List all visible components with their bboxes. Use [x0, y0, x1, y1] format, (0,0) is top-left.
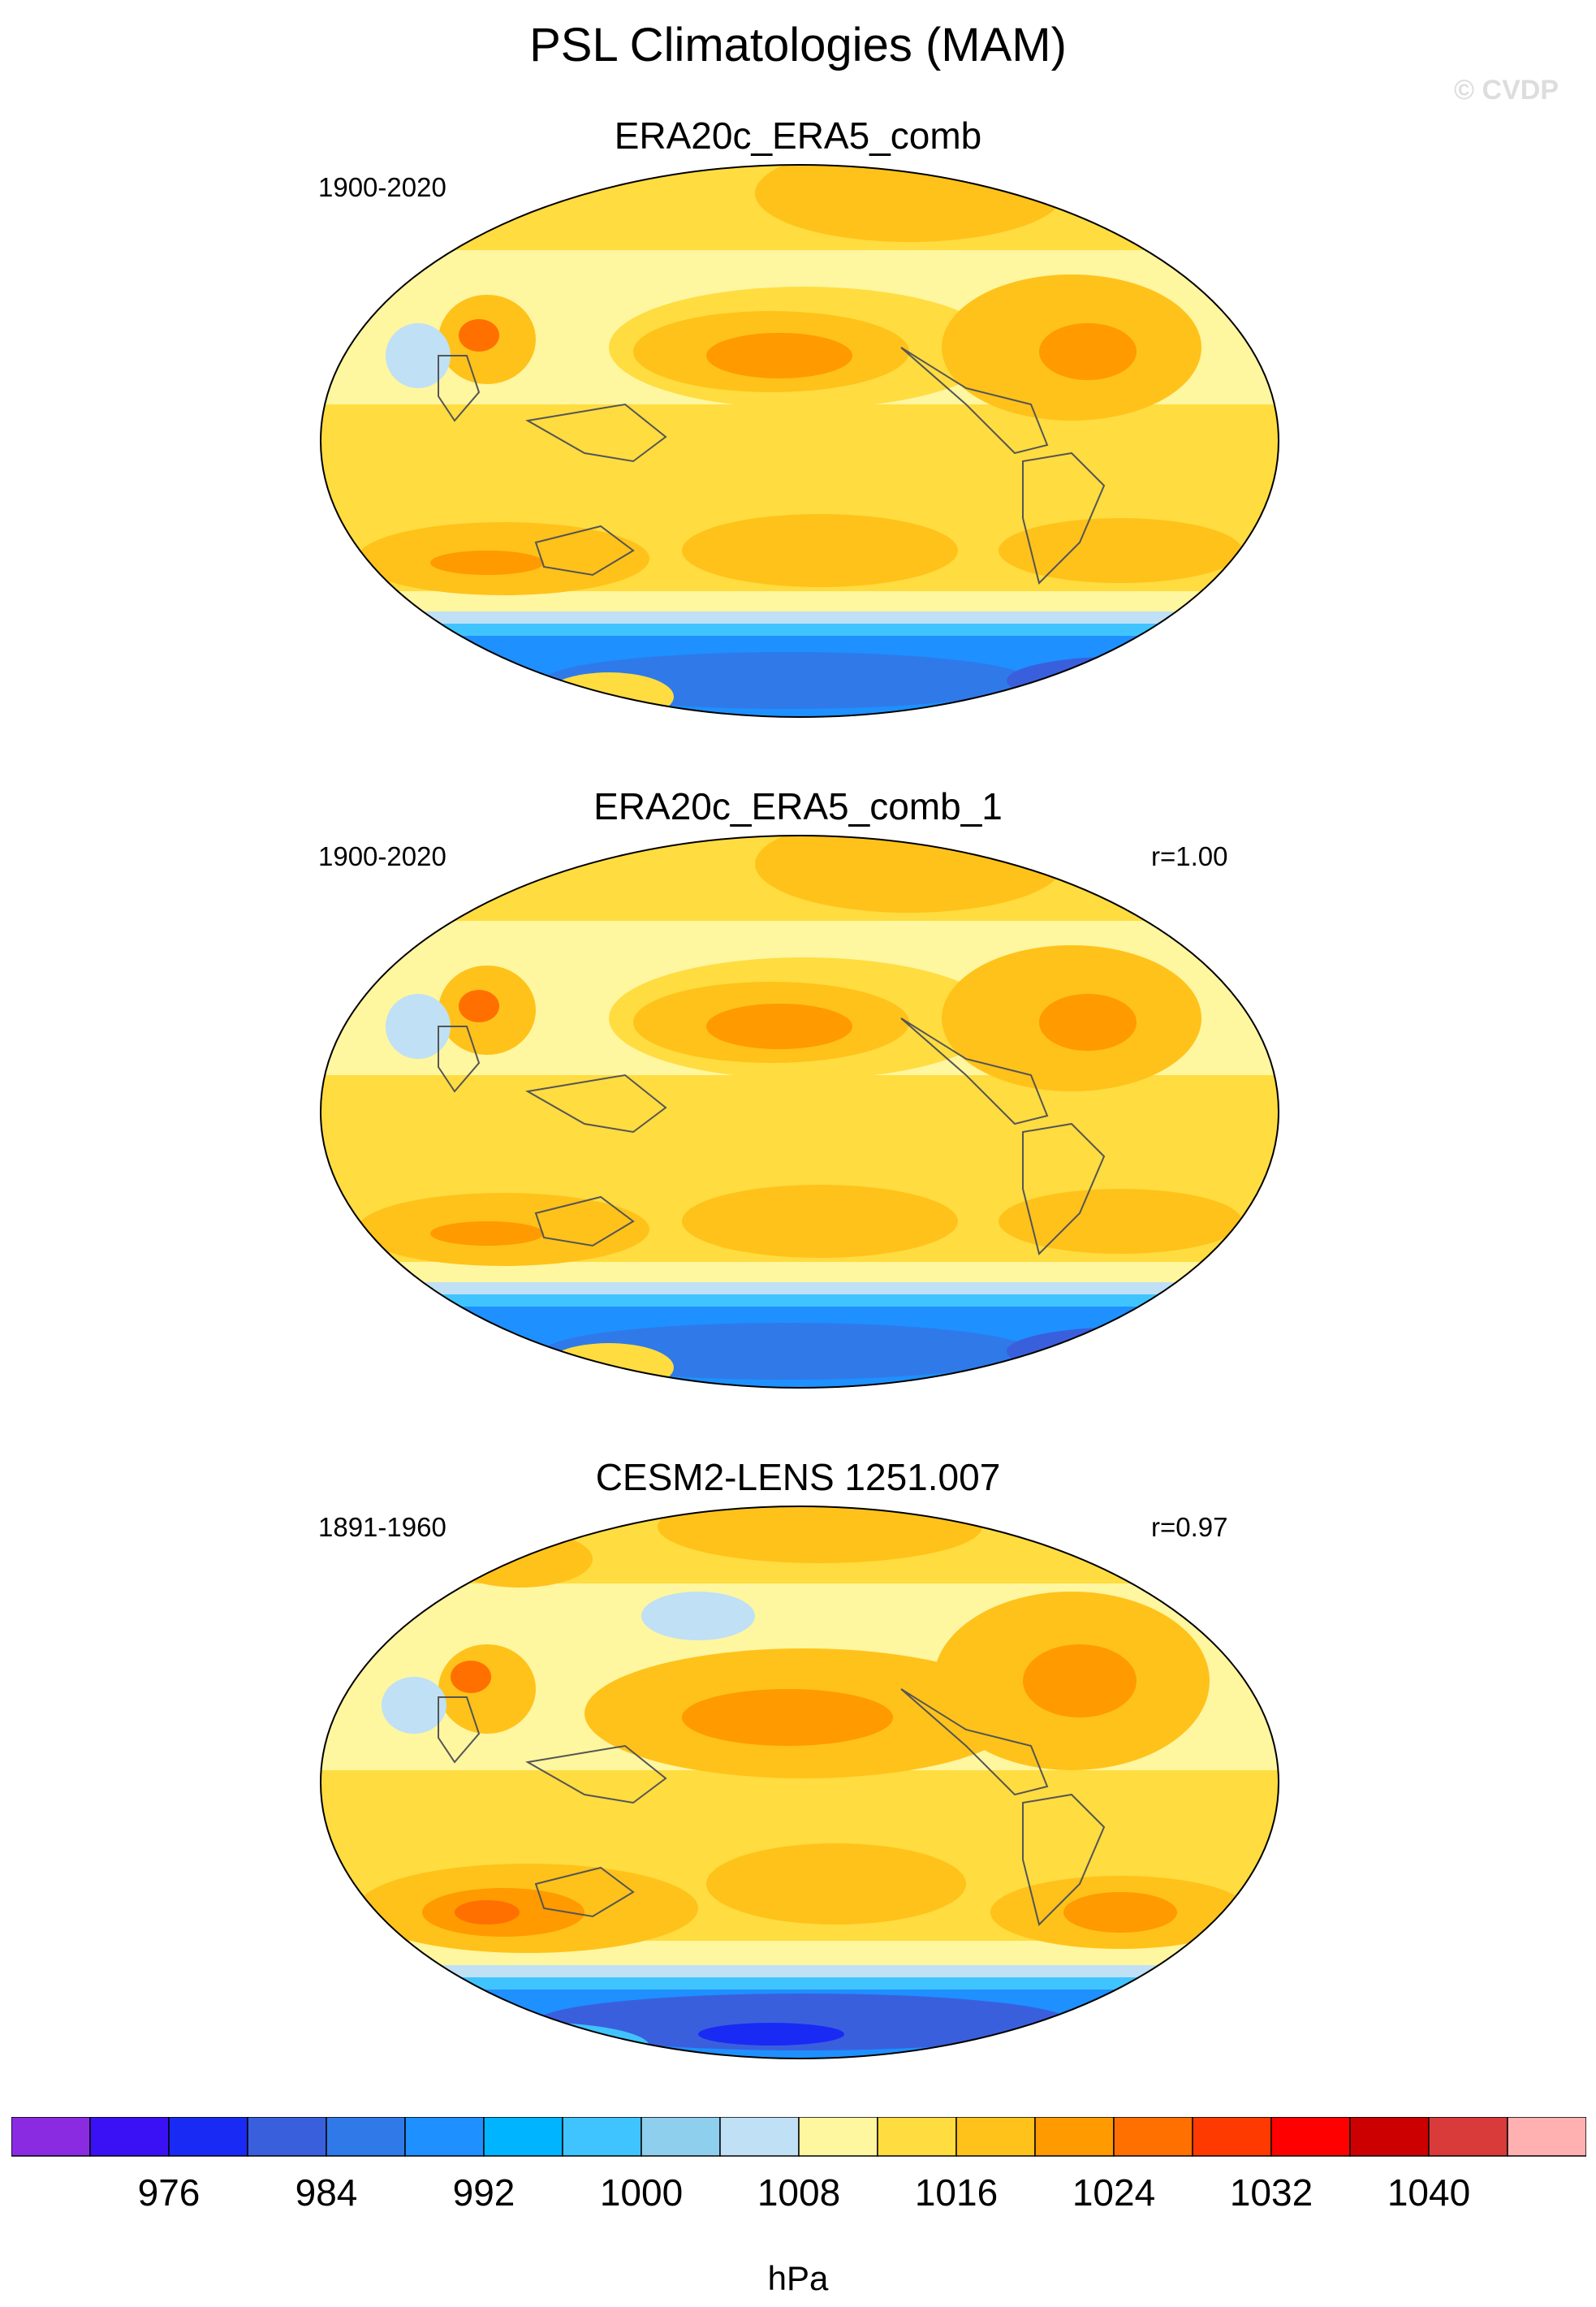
panel-1-title: ERA20c_ERA5_comb — [614, 114, 982, 157]
panel-2-title: ERA20c_ERA5_comb_1 — [593, 785, 1003, 827]
panel-3-period: 1891-1960 — [318, 1512, 446, 1542]
panel-2-map — [320, 835, 1279, 1389]
colorbar-box — [955, 2117, 1036, 2157]
colorbar-box — [404, 2117, 485, 2157]
panel-3-title: CESM2-LENS 1251.007 — [595, 1456, 1001, 1498]
colorbar-box — [483, 2117, 563, 2157]
panel-2-correlation: r=1.00 — [1151, 841, 1228, 871]
colorbar-box — [168, 2117, 248, 2157]
colorbar-tick-label: 1000 — [599, 2171, 684, 2214]
colorbar-box — [719, 2117, 800, 2157]
colorbar-tick-label: 1008 — [757, 2171, 841, 2214]
panel-3-correlation: r=0.97 — [1151, 1512, 1228, 1542]
colorbar-tick-label: 1024 — [1072, 2171, 1156, 2214]
colorbar-tick-label: 1032 — [1229, 2171, 1313, 2214]
colorbar-box — [11, 2117, 91, 2157]
colorbar-tick-label: 992 — [452, 2171, 515, 2214]
colorbar-tick-label: 976 — [137, 2171, 201, 2214]
colorbar-box — [1034, 2117, 1115, 2157]
colorbar-units: hPa — [767, 2259, 829, 2297]
colorbar-tick-label: 1016 — [914, 2171, 999, 2214]
panel-3-map — [320, 1506, 1279, 2059]
colorbar-box — [562, 2117, 642, 2157]
colorbar-box — [1507, 2117, 1586, 2157]
colorbar-box — [1192, 2117, 1272, 2157]
colorbar-box — [798, 2117, 878, 2157]
colorbar-box — [1113, 2117, 1193, 2157]
colorbar-box — [641, 2117, 721, 2157]
watermark: © CVDP — [1454, 75, 1559, 106]
colorbar-box — [877, 2117, 957, 2157]
colorbar-tick-label: 1040 — [1387, 2171, 1471, 2214]
panel-1-period: 1900-2020 — [318, 172, 446, 202]
colorbar-box — [1428, 2117, 1508, 2157]
colorbar-box — [89, 2117, 170, 2157]
panel-1-map — [320, 164, 1279, 718]
colorbar-box — [1349, 2117, 1430, 2157]
colorbar-box — [1270, 2117, 1351, 2157]
colorbar-box — [326, 2117, 406, 2157]
colorbar — [11, 2117, 1586, 2157]
figure-title: PSL Climatologies (MAM) — [529, 19, 1067, 71]
colorbar-box — [247, 2117, 327, 2157]
colorbar-tick-label: 984 — [295, 2171, 358, 2214]
panel-2-period: 1900-2020 — [318, 841, 446, 871]
